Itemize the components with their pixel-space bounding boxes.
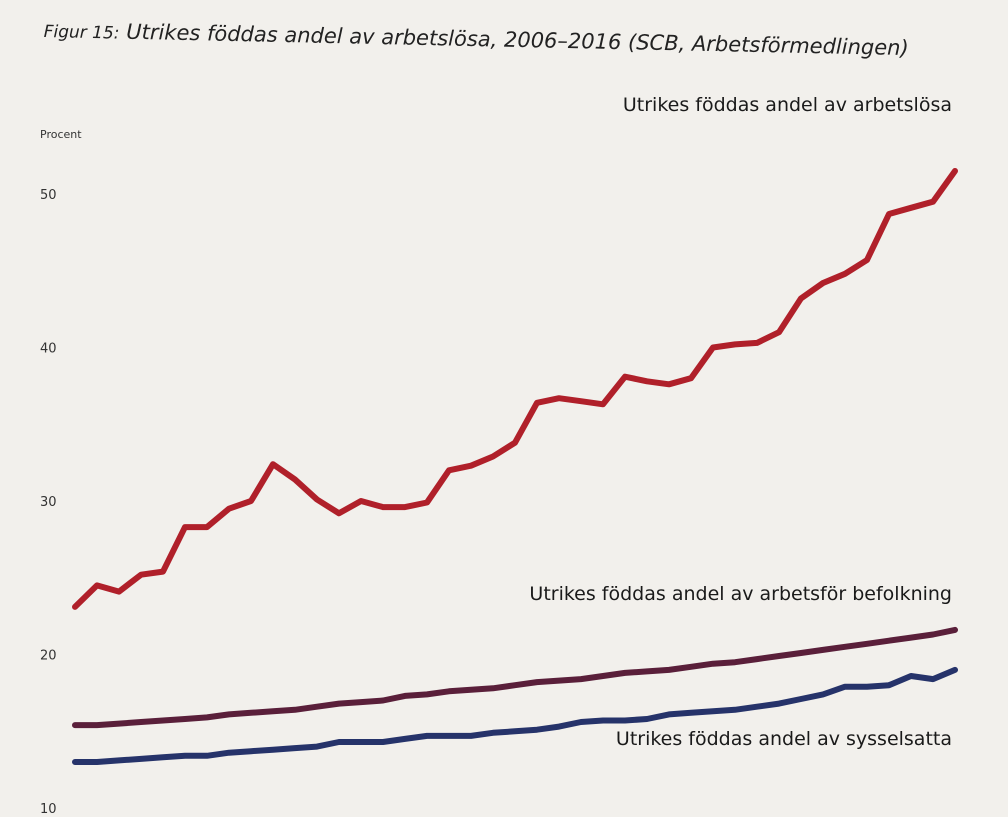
y-tick-label-30: 30: [40, 495, 57, 510]
series-label-1: Utrikes föddas andel av arbetslösa: [623, 94, 952, 116]
y-axis-ticks: 10 20 30 40 50: [40, 188, 57, 817]
series-line-2: [72, 626, 958, 729]
y-tick-label-40: 40: [40, 342, 57, 357]
series-lines: [72, 168, 958, 765]
series-line-1: [72, 168, 958, 610]
series-label-3: Utrikes föddas andel av sysselsatta: [616, 728, 952, 750]
y-axis-label: Procent: [40, 128, 82, 141]
y-tick-label-10: 10: [40, 802, 57, 817]
series-line-3: [72, 666, 958, 765]
series-label-2: Utrikes föddas andel av arbetsför befolk…: [529, 583, 952, 605]
y-tick-label-50: 50: [40, 188, 57, 203]
series-labels: Utrikes föddas andel av arbetslösa Utrike…: [529, 94, 952, 750]
y-tick-label-20: 20: [40, 649, 57, 664]
